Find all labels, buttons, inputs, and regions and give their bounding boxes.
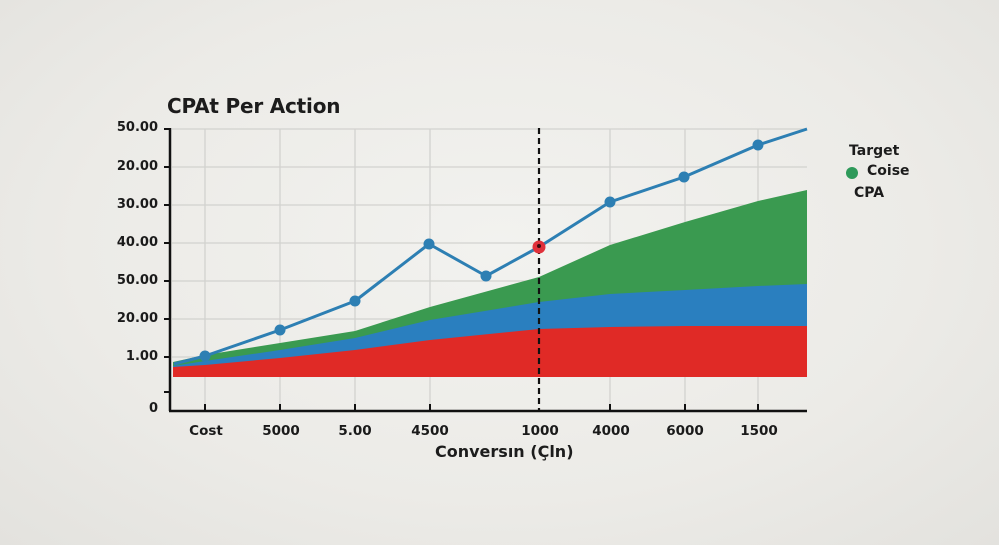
y-axis-ticks [164,128,171,393]
y-tick-label: 50.00 [116,120,158,135]
data-point[interactable] [678,171,690,183]
highlighted-point-center [537,244,541,248]
y-tick-label: 20.00 [116,159,158,174]
x-tick-label: Cost [189,423,223,439]
x-tick-label: 6000 [666,423,704,439]
y-tick-label: 0 [148,401,158,416]
y-tick-label: 30.00 [116,197,158,212]
x-tick-label: 5.00 [338,423,372,439]
y-tick-label: 1.00 [125,349,158,364]
cpa-line-markers [199,139,764,362]
data-point[interactable] [199,350,211,362]
x-axis-ticks [204,404,759,411]
data-point[interactable] [480,270,492,282]
x-tick-label: 4000 [592,423,630,439]
data-point[interactable] [423,238,435,250]
legend-green-dot-icon [846,167,858,179]
legend-item-cpa: CPA [854,185,885,201]
data-point[interactable] [752,139,764,151]
x-tick-label: 1000 [521,423,559,439]
x-tick-label: 1500 [740,423,778,439]
x-axis-title: Conversın (Çln) [435,442,574,461]
x-tick-label: 5000 [262,423,300,439]
data-point[interactable] [349,295,361,307]
data-point[interactable] [604,196,616,208]
x-tick-label: 4500 [411,423,449,439]
red-area [173,326,807,377]
y-tick-label: 40.00 [116,235,158,250]
legend-item-target: Target [849,143,900,159]
y-tick-label: 20.00 [116,311,158,326]
legend-item-coise: Coise [867,163,910,179]
y-tick-label: 50.00 [116,273,158,288]
chart-title: CPAt Per Action [167,94,341,118]
data-point[interactable] [274,324,286,336]
